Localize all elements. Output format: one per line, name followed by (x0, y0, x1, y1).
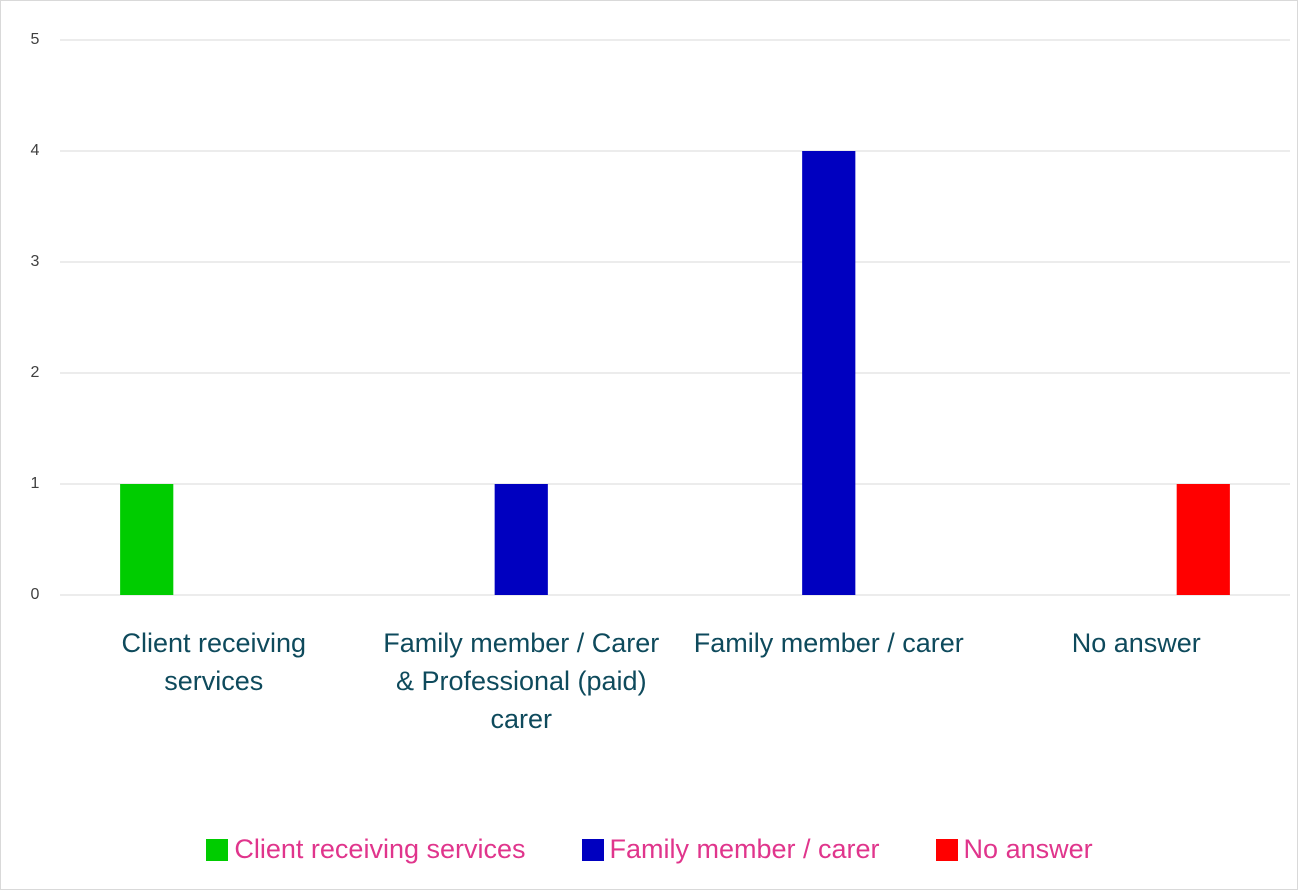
legend-swatch (581, 838, 604, 861)
legend-label: Client receiving services (234, 834, 526, 864)
y-tick-label: 1 (31, 475, 40, 492)
bar (494, 484, 548, 595)
legend-label: No answer (963, 834, 1093, 864)
y-tick-label: 2 (31, 364, 40, 381)
legend-label: Family member / carer (609, 834, 880, 864)
bar (802, 151, 856, 595)
y-tick-label: 0 (31, 586, 40, 603)
legend-swatch (935, 838, 958, 861)
bar (120, 484, 174, 595)
x-tick-label: Family member / carer (693, 628, 964, 658)
y-tick-label: 4 (31, 142, 40, 159)
y-tick-label: 5 (31, 31, 40, 48)
legend-item: No answer (935, 834, 1093, 865)
legend-swatch (206, 838, 229, 861)
x-tick-label: Client receiving services (121, 628, 307, 696)
legend-item: Family member / carer (581, 834, 880, 865)
legend-item: Client receiving services (206, 834, 526, 865)
x-tick-label: No answer (1071, 628, 1201, 658)
y-tick-label: 3 (31, 253, 40, 270)
bar (1176, 484, 1230, 595)
x-tick-label: Family member / Carer & Professional (pa… (383, 628, 660, 734)
legend: Client receiving services Family member /… (0, 834, 1299, 865)
